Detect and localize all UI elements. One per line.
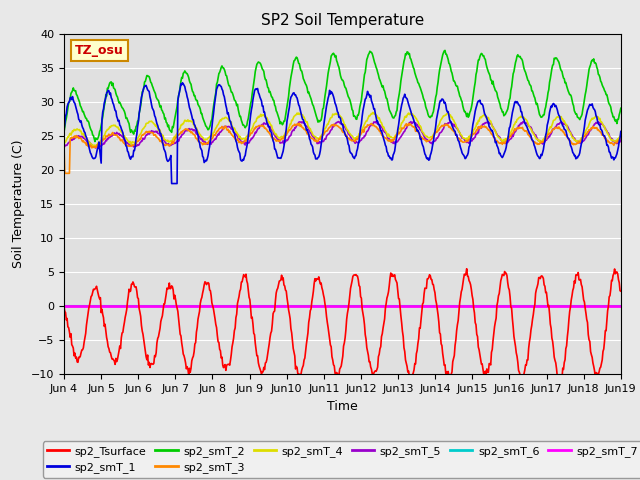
sp2_smT_2: [60, 129, 68, 135]
Legend: sp2_Tsurface, sp2_smT_1, sp2_smT_2, sp2_smT_3, sp2_smT_4, sp2_smT_5, sp2_smT_6, : sp2_Tsurface, sp2_smT_1, sp2_smT_2, sp2_…: [43, 441, 640, 478]
sp2_Tsurface: [60, 303, 68, 309]
sp2_smT_1: [412, 123, 419, 129]
sp2_smT_6: [127, 303, 135, 309]
sp2_smT_5: [412, 120, 419, 126]
sp2_smT_3: [214, 128, 222, 134]
sp2_smT_2: [128, 129, 136, 134]
sp2_smT_3: [71, 133, 79, 139]
sp2_smT_1: [127, 154, 135, 159]
sp2_smT_3: [128, 143, 136, 148]
Line: sp2_smT_5: sp2_smT_5: [64, 121, 621, 148]
sp2_smT_7: [214, 303, 221, 309]
sp2_smT_7: [426, 303, 434, 309]
sp2_smT_7: [70, 303, 78, 309]
sp2_smT_1: [70, 99, 78, 105]
sp2_smT_1: [617, 129, 625, 134]
sp2_smT_5: [428, 141, 436, 146]
sp2_Tsurface: [410, 367, 418, 372]
sp2_smT_5: [214, 132, 222, 137]
sp2_smT_5: [617, 137, 625, 143]
sp2_smT_6: [426, 303, 434, 309]
sp2_smT_1: [60, 126, 68, 132]
Line: sp2_smT_4: sp2_smT_4: [64, 112, 621, 147]
sp2_Tsurface: [463, 266, 470, 272]
sp2_smT_2: [617, 106, 625, 111]
sp2_smT_4: [128, 139, 136, 144]
Line: sp2_smT_2: sp2_smT_2: [64, 50, 621, 142]
sp2_Tsurface: [70, 353, 78, 359]
sp2_smT_7: [127, 303, 135, 309]
sp2_smT_2: [70, 87, 78, 93]
Line: sp2_smT_3: sp2_smT_3: [64, 123, 621, 173]
sp2_smT_3: [412, 129, 419, 134]
sp2_Tsurface: [558, 377, 566, 383]
sp2_Tsurface: [214, 333, 221, 338]
sp2_smT_3: [617, 135, 625, 141]
sp2_smT_3: [428, 135, 436, 141]
sp2_smT_6: [70, 303, 78, 309]
sp2_smT_4: [70, 127, 78, 132]
sp2_smT_3: [185, 128, 193, 133]
sp2_smT_5: [128, 143, 136, 148]
sp2_smT_4: [214, 122, 222, 128]
sp2_Tsurface: [426, 273, 434, 278]
sp2_smT_6: [617, 303, 625, 309]
sp2_smT_2: [441, 48, 449, 53]
sp2_smT_6: [184, 303, 192, 309]
sp2_smT_5: [185, 126, 193, 132]
sp2_smT_6: [410, 303, 418, 309]
sp2_smT_4: [617, 132, 625, 138]
sp2_smT_4: [185, 119, 193, 124]
sp2_smT_1: [168, 180, 175, 186]
sp2_smT_3: [61, 170, 68, 176]
sp2_smT_4: [428, 134, 436, 140]
sp2_smT_1: [186, 105, 193, 110]
sp2_smT_4: [92, 144, 100, 150]
Line: sp2_smT_1: sp2_smT_1: [64, 83, 621, 183]
sp2_smT_5: [373, 118, 381, 124]
sp2_smT_1: [428, 147, 436, 153]
sp2_smT_4: [412, 115, 419, 121]
Text: TZ_osu: TZ_osu: [75, 44, 124, 57]
sp2_Tsurface: [184, 366, 192, 372]
sp2_smT_7: [60, 303, 68, 309]
sp2_Tsurface: [617, 288, 625, 294]
sp2_smT_7: [410, 303, 418, 309]
sp2_smT_5: [70, 136, 78, 142]
sp2_smT_7: [184, 303, 192, 309]
sp2_smT_5: [60, 145, 68, 151]
Line: sp2_Tsurface: sp2_Tsurface: [64, 269, 621, 380]
sp2_smT_3: [296, 120, 303, 126]
sp2_smT_1: [215, 82, 223, 87]
sp2_smT_2: [214, 75, 222, 81]
sp2_smT_6: [60, 303, 68, 309]
Y-axis label: Soil Temperature (C): Soil Temperature (C): [12, 140, 26, 268]
sp2_smT_3: [60, 141, 68, 147]
sp2_Tsurface: [127, 281, 135, 287]
Title: SP2 Soil Temperature: SP2 Soil Temperature: [260, 13, 424, 28]
sp2_smT_1: [179, 80, 186, 85]
sp2_smT_6: [214, 303, 221, 309]
X-axis label: Time: Time: [327, 400, 358, 413]
sp2_smT_7: [617, 303, 625, 309]
sp2_smT_2: [411, 70, 419, 76]
sp2_smT_2: [91, 139, 99, 144]
sp2_smT_4: [60, 140, 68, 146]
sp2_smT_2: [185, 74, 193, 80]
sp2_smT_2: [428, 113, 435, 119]
sp2_smT_4: [369, 109, 377, 115]
sp2_smT_5: [95, 145, 102, 151]
